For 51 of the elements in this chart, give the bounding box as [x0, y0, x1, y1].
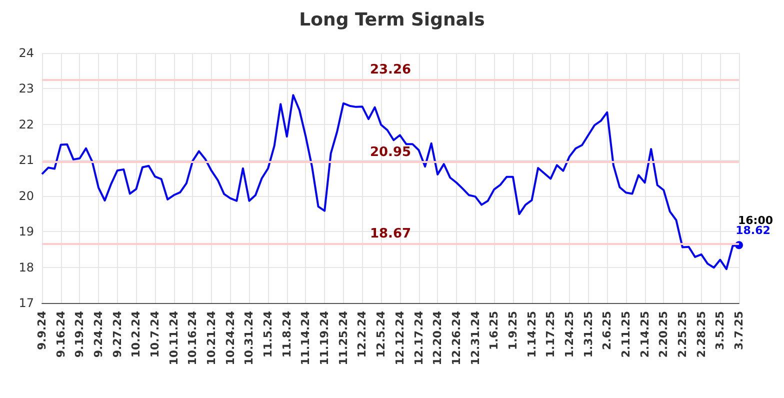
x-tick-label: 9.9.24: [36, 310, 48, 350]
x-tick-label: 2.25.25: [676, 311, 689, 358]
x-tick-label: 9.16.24: [54, 310, 68, 358]
x-tick-label: 10.11.24: [167, 310, 180, 366]
x-tick-label: 12.31.24: [468, 310, 482, 366]
x-tick-label: 2.6.25: [600, 311, 614, 350]
x-tick-label: 12.2.24: [356, 310, 369, 358]
x-tick-label: 10.21.24: [205, 310, 218, 366]
y-tick-label: 19: [18, 224, 34, 239]
x-tick-label: 2.11.25: [619, 311, 632, 358]
x-tick-label: 2.28.25: [694, 311, 708, 358]
x-tick-label: 12.5.24: [374, 310, 388, 358]
y-tick-label: 21: [18, 153, 34, 168]
ref-line-label: 23.26: [370, 62, 412, 78]
x-tick-label: 9.19.24: [73, 310, 86, 358]
x-tick-label: 2.14.25: [638, 311, 652, 358]
ref-line-label: 20.95: [370, 144, 412, 160]
y-tick-label: 17: [18, 296, 34, 310]
x-tick-label: 10.31.24: [242, 310, 256, 366]
y-tick-label: 24: [18, 46, 34, 60]
x-tick-label: 9.27.24: [110, 310, 124, 358]
y-tick-label: 23: [18, 82, 34, 96]
x-tick-label: 12.12.24: [393, 310, 406, 366]
y-tick-label: 20: [18, 188, 34, 203]
x-tick-label: 11.14.24: [299, 310, 312, 366]
y-tick-label: 18: [18, 260, 34, 274]
x-tick-label: 10.16.24: [186, 310, 200, 366]
data-label: 18.62: [736, 224, 770, 238]
x-tick-label: 12.26.24: [450, 310, 463, 366]
chart-title: Long Term Signals: [299, 10, 485, 30]
x-tick-label: 10.24.24: [224, 310, 237, 366]
x-tick-label: 1.14.25: [525, 311, 538, 358]
x-tick-label: 10.7.24: [148, 310, 162, 358]
x-tick-label: 3.5.25: [714, 311, 727, 350]
x-tick-label: 12.17.24: [412, 310, 426, 366]
x-tick-label: 11.8.24: [280, 310, 294, 358]
x-tick-label: 1.24.25: [562, 311, 576, 358]
x-tick-label: 12.20.24: [431, 310, 444, 366]
x-tick-label: 1.6.25: [488, 311, 501, 350]
x-tick-label: 11.5.24: [262, 310, 275, 358]
x-tick-label: 3.7.25: [732, 311, 746, 350]
x-tick-label: 2.20.25: [657, 311, 670, 358]
x-tick-label: 1.31.25: [582, 311, 595, 358]
x-tick-label: 11.25.24: [336, 310, 350, 366]
ref-line-label: 18.67: [370, 226, 412, 242]
x-tick-label: 9.24.24: [92, 310, 106, 358]
x-tick-label: 10.2.24: [130, 310, 143, 358]
x-tick-label: 1.9.25: [506, 311, 520, 350]
y-tick-label: 22: [18, 117, 34, 132]
x-tick-label: 11.19.24: [318, 310, 332, 366]
x-tick-label: 1.17.25: [544, 311, 558, 358]
